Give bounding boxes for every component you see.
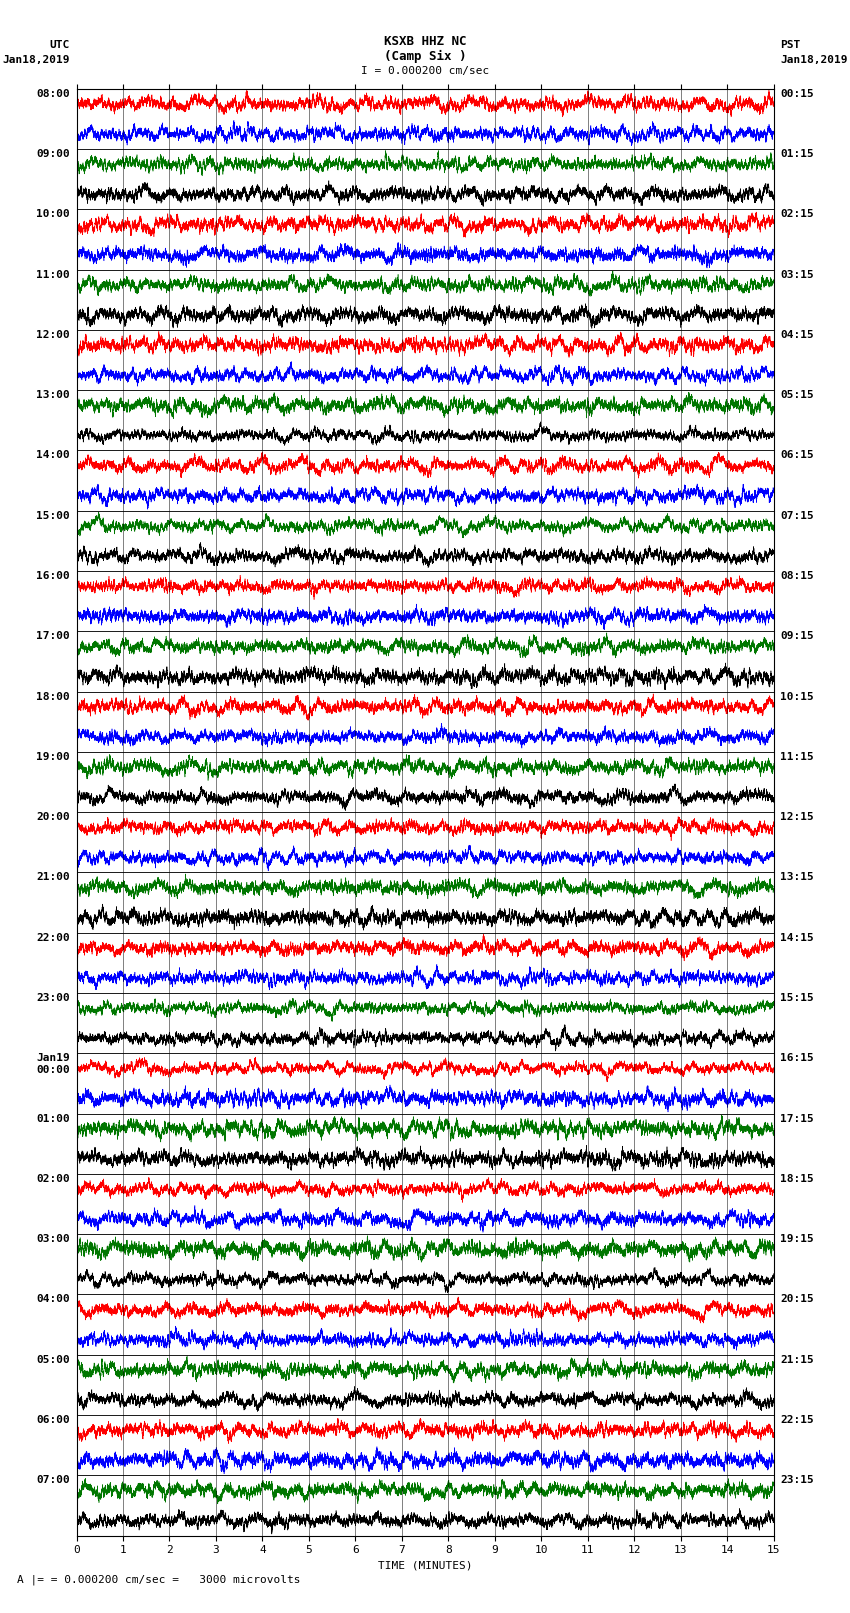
Text: 12:15: 12:15 [780,813,814,823]
Text: 06:00: 06:00 [36,1415,70,1424]
Text: 02:15: 02:15 [780,210,814,219]
Text: 04:00: 04:00 [36,1294,70,1305]
Text: Jan18,2019: Jan18,2019 [780,55,847,65]
Text: 22:00: 22:00 [36,932,70,942]
Text: 18:15: 18:15 [780,1174,814,1184]
Text: 23:00: 23:00 [36,994,70,1003]
Text: I = 0.000200 cm/sec: I = 0.000200 cm/sec [361,66,489,76]
Text: 13:15: 13:15 [780,873,814,882]
Text: 10:00: 10:00 [36,210,70,219]
Text: 05:00: 05:00 [36,1355,70,1365]
Text: 23:15: 23:15 [780,1476,814,1486]
Text: 06:15: 06:15 [780,450,814,460]
Text: A |= = 0.000200 cm/sec =   3000 microvolts: A |= = 0.000200 cm/sec = 3000 microvolts [17,1574,301,1586]
Text: 16:15: 16:15 [780,1053,814,1063]
Text: 04:15: 04:15 [780,331,814,340]
Text: KSXB HHZ NC: KSXB HHZ NC [383,35,467,48]
Text: 17:15: 17:15 [780,1113,814,1124]
Text: 01:15: 01:15 [780,148,814,160]
Text: 13:00: 13:00 [36,390,70,400]
Text: 20:00: 20:00 [36,813,70,823]
Text: 09:15: 09:15 [780,631,814,642]
Text: 11:00: 11:00 [36,269,70,279]
Text: 11:15: 11:15 [780,752,814,761]
Text: 05:15: 05:15 [780,390,814,400]
Text: 20:15: 20:15 [780,1294,814,1305]
Text: 03:15: 03:15 [780,269,814,279]
Text: Jan19
00:00: Jan19 00:00 [36,1053,70,1074]
Text: 19:00: 19:00 [36,752,70,761]
Text: 07:15: 07:15 [780,511,814,521]
Text: 00:15: 00:15 [780,89,814,98]
Text: 22:15: 22:15 [780,1415,814,1424]
Text: 08:00: 08:00 [36,89,70,98]
Text: 21:15: 21:15 [780,1355,814,1365]
Text: UTC: UTC [49,40,70,50]
Text: 02:00: 02:00 [36,1174,70,1184]
Text: 12:00: 12:00 [36,331,70,340]
Text: 15:00: 15:00 [36,511,70,521]
Text: 14:15: 14:15 [780,932,814,942]
Text: 17:00: 17:00 [36,631,70,642]
Text: 10:15: 10:15 [780,692,814,702]
Text: 14:00: 14:00 [36,450,70,460]
Text: 07:00: 07:00 [36,1476,70,1486]
Text: 19:15: 19:15 [780,1234,814,1244]
Text: (Camp Six ): (Camp Six ) [383,50,467,63]
Text: 08:15: 08:15 [780,571,814,581]
Text: 16:00: 16:00 [36,571,70,581]
X-axis label: TIME (MINUTES): TIME (MINUTES) [377,1561,473,1571]
Text: 21:00: 21:00 [36,873,70,882]
Text: 18:00: 18:00 [36,692,70,702]
Text: Jan18,2019: Jan18,2019 [3,55,70,65]
Text: PST: PST [780,40,801,50]
Text: 15:15: 15:15 [780,994,814,1003]
Text: 03:00: 03:00 [36,1234,70,1244]
Text: 09:00: 09:00 [36,148,70,160]
Text: 01:00: 01:00 [36,1113,70,1124]
